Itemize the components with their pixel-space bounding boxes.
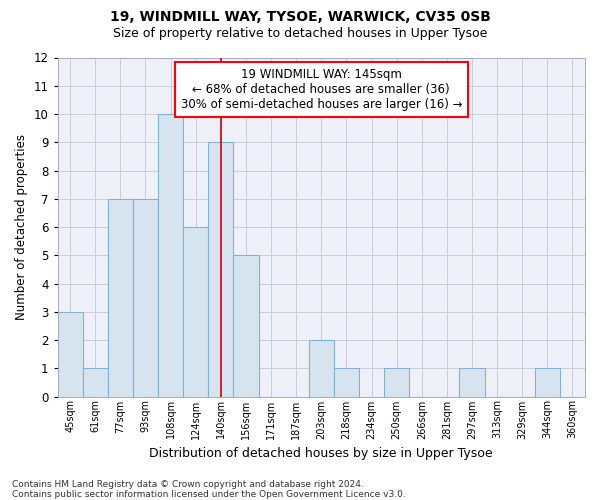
Bar [460, 368, 485, 396]
Bar [183, 227, 208, 396]
Bar [58, 312, 83, 396]
Y-axis label: Number of detached properties: Number of detached properties [15, 134, 28, 320]
Text: Contains HM Land Registry data © Crown copyright and database right 2024.: Contains HM Land Registry data © Crown c… [12, 480, 364, 489]
Text: 19 WINDMILL WAY: 145sqm
← 68% of detached houses are smaller (36)
30% of semi-de: 19 WINDMILL WAY: 145sqm ← 68% of detache… [181, 68, 462, 110]
Text: Size of property relative to detached houses in Upper Tysoe: Size of property relative to detached ho… [113, 28, 487, 40]
X-axis label: Distribution of detached houses by size in Upper Tysoe: Distribution of detached houses by size … [149, 447, 493, 460]
Bar [233, 256, 259, 396]
Bar [133, 199, 158, 396]
Bar [83, 368, 108, 396]
Bar [108, 199, 133, 396]
Bar [334, 368, 359, 396]
Bar [208, 142, 233, 396]
Bar [535, 368, 560, 396]
Bar [158, 114, 183, 397]
Bar [309, 340, 334, 396]
Text: Contains public sector information licensed under the Open Government Licence v3: Contains public sector information licen… [12, 490, 406, 499]
Text: 19, WINDMILL WAY, TYSOE, WARWICK, CV35 0SB: 19, WINDMILL WAY, TYSOE, WARWICK, CV35 0… [110, 10, 490, 24]
Bar [384, 368, 409, 396]
